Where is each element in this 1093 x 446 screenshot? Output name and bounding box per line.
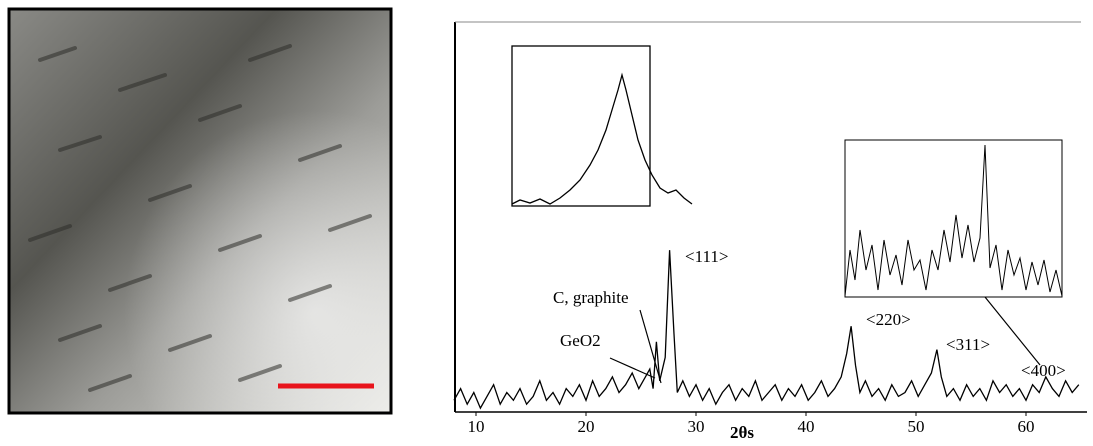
x-tick-label: 50 <box>908 417 925 436</box>
x-tick-label: 40 <box>798 417 815 436</box>
peak-label: <220> <box>866 310 911 329</box>
x-tick-label: 20 <box>578 417 595 436</box>
x-tick-label: 30 <box>688 417 705 436</box>
pointer <box>984 296 1041 366</box>
diffraction-line <box>453 250 1080 410</box>
peak-label: <111> <box>685 247 728 266</box>
micrograph <box>7 7 393 415</box>
x-axis-label: 2θs <box>730 423 754 441</box>
pointer <box>639 309 662 384</box>
x-tick-label: 10 <box>468 417 485 436</box>
inset-1 <box>511 45 693 207</box>
pointer <box>609 357 656 379</box>
x-tick-label: 60 <box>1018 417 1035 436</box>
inset-2 <box>844 139 1063 298</box>
peak-label: <400> <box>1021 361 1066 380</box>
peak-label: GeO2 <box>560 331 601 350</box>
peak-label: C, graphite <box>553 288 629 307</box>
peak-label: <311> <box>946 335 990 354</box>
